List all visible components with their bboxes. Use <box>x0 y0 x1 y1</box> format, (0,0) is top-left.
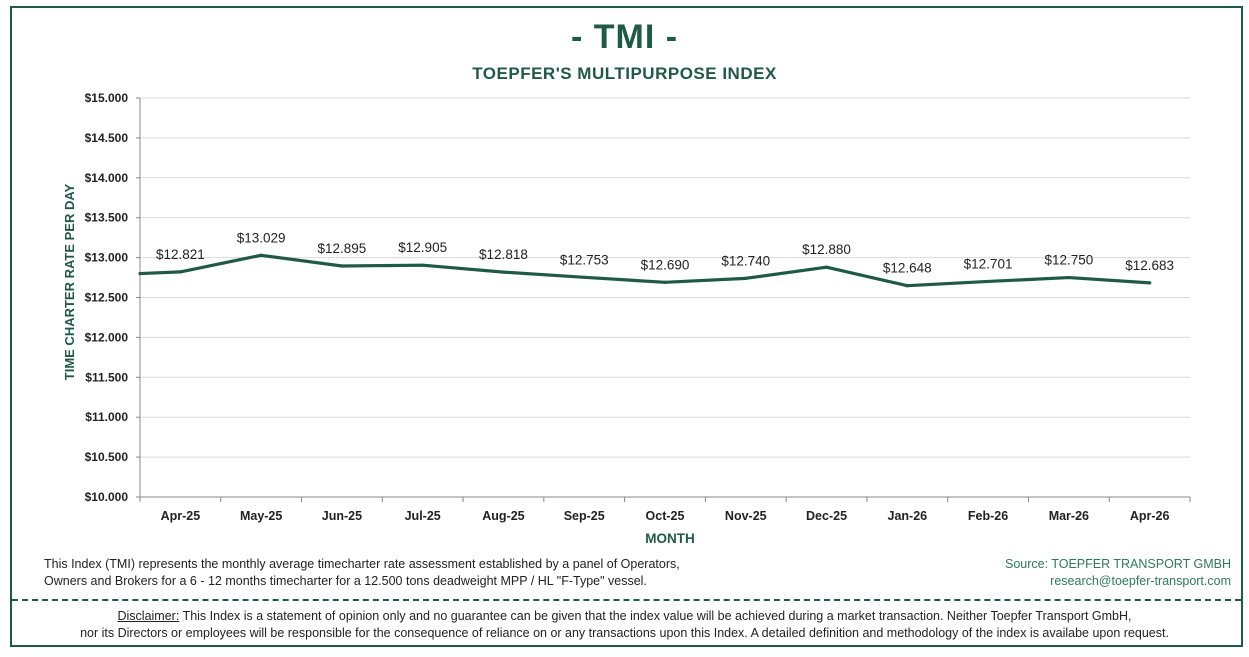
x-tick-label: May-25 <box>240 509 282 523</box>
data-label: $12.750 <box>1044 253 1093 268</box>
description-line-1: This Index (TMI) represents the monthly … <box>44 557 680 571</box>
x-tick-label: Nov-25 <box>725 509 767 523</box>
data-label: $12.701 <box>964 256 1013 271</box>
chart-frame <box>10 6 1243 647</box>
data-label: $12.683 <box>1125 258 1174 273</box>
data-point <box>421 263 425 267</box>
data-point <box>178 270 182 274</box>
x-tick-label: Jul-25 <box>405 509 441 523</box>
data-label: $12.821 <box>156 247 205 262</box>
data-label: $12.880 <box>802 242 851 257</box>
data-point <box>744 276 748 280</box>
source-info: Source: TOEPFER TRANSPORT GMBH research@… <box>1005 556 1231 590</box>
data-point <box>1148 281 1152 285</box>
dashed-divider <box>12 599 1241 601</box>
y-tick-label: $10.000 <box>85 490 129 504</box>
x-tick-label: Apr-25 <box>161 509 201 523</box>
data-point <box>663 280 667 284</box>
data-point <box>259 253 263 257</box>
y-tick-label: $14.500 <box>85 131 129 145</box>
y-tick-label: $13.500 <box>85 211 129 225</box>
y-tick-label: $14.000 <box>85 171 129 185</box>
data-point <box>905 284 909 288</box>
y-tick-label: $12.000 <box>85 330 129 344</box>
source-company: Source: TOEPFER TRANSPORT GMBH <box>1005 557 1231 571</box>
x-tick-label: Sep-25 <box>564 509 605 523</box>
x-tick-label: Apr-26 <box>1130 509 1170 523</box>
description-line-2: Owners and Brokers for a 6 - 12 months t… <box>44 574 647 588</box>
series-tmi <box>138 253 1152 288</box>
x-tick-label: Aug-25 <box>482 509 524 523</box>
data-label: $13.029 <box>237 230 286 245</box>
data-label: $12.648 <box>883 261 932 276</box>
x-tick-label: Jan-26 <box>888 509 928 523</box>
disclaimer: Disclaimer: This Index is a statement of… <box>0 608 1249 642</box>
data-label: $12.818 <box>479 247 528 262</box>
data-label: $12.690 <box>641 257 690 272</box>
disclaimer-line-2: nor its Directors or employees will be r… <box>80 626 1169 640</box>
x-tick-label: Oct-25 <box>646 509 685 523</box>
y-axis-label: TIME CHARTER RATE PER DAY <box>62 183 77 380</box>
y-tick-label: $12.500 <box>85 291 129 305</box>
data-point <box>824 265 829 269</box>
y-axis-ticks: $10.000 $10.500 $11.000 $11.500 $12.000 $12.5… <box>85 91 140 504</box>
x-axis-label: MONTH <box>645 531 695 546</box>
data-label: $12.895 <box>318 241 367 256</box>
x-tick-label: Jun-25 <box>322 509 362 523</box>
x-tick-label: Mar-26 <box>1049 509 1089 523</box>
data-point <box>582 275 586 279</box>
chart-title: - TMI - <box>570 18 679 56</box>
x-axis-ticks: Apr-25 May-25 Jun-25 Jul-25 Aug-25 Sep-25 Oct-… <box>139 497 1191 523</box>
data-point <box>340 264 344 268</box>
data-point <box>1067 275 1071 280</box>
chart-subtitle: TOEPFER'S MULTIPURPOSE INDEX <box>472 64 777 83</box>
series-line <box>138 253 1152 288</box>
x-tick-label: Feb-26 <box>968 509 1008 523</box>
data-label: $12.753 <box>560 252 609 267</box>
y-tick-label: $15.000 <box>85 91 129 105</box>
x-tick-label: Dec-25 <box>806 509 847 523</box>
grid-lines <box>140 97 1190 458</box>
y-tick-label: $10.500 <box>85 450 129 464</box>
disclaimer-line-1: This Index is a statement of opinion onl… <box>179 609 1132 623</box>
y-tick-label: $11.500 <box>85 370 128 384</box>
disclaimer-label: Disclaimer: <box>117 609 180 623</box>
y-tick-label: $11.000 <box>85 410 128 424</box>
data-point <box>501 270 506 274</box>
data-label: $12.740 <box>721 253 770 268</box>
y-tick-label: $13.000 <box>85 251 129 265</box>
data-labels: $12.821 $13.029 $12.895 $12.905 $12.818 $12.7… <box>156 230 1174 275</box>
source-email: research@toepfer-transport.com <box>1050 574 1231 588</box>
data-label: $12.905 <box>398 240 447 255</box>
index-description: This Index (TMI) represents the monthly … <box>44 556 744 590</box>
data-point <box>986 279 990 284</box>
